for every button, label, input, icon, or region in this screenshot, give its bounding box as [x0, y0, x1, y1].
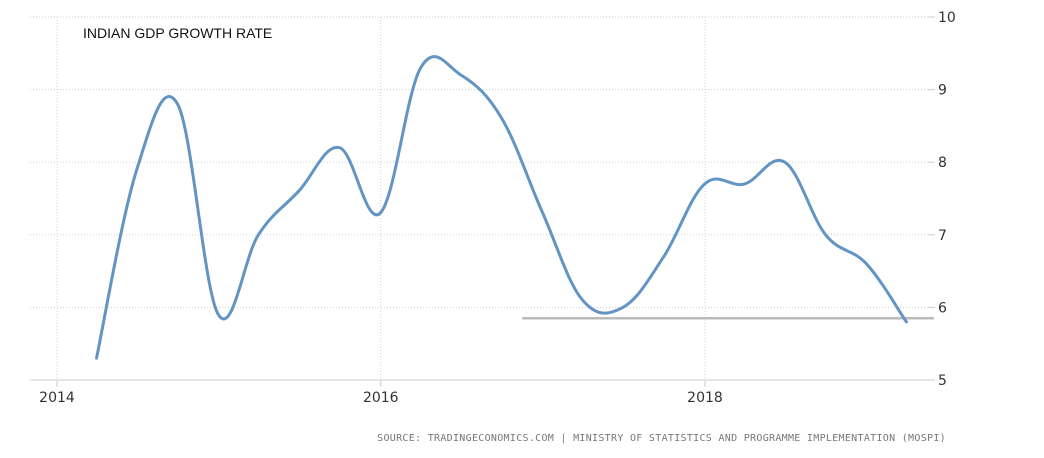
y-tick-label: 9 — [938, 83, 947, 99]
y-tick-label: 10 — [938, 10, 956, 26]
y-tick-labels: 5 6 7 8 9 10 — [938, 10, 956, 389]
data-point — [620, 304, 626, 310]
data-point — [215, 312, 221, 318]
y-tick-label: 8 — [938, 155, 947, 171]
x-tick-label: 2016 — [363, 390, 399, 406]
data-point — [580, 297, 586, 303]
data-points — [93, 65, 909, 361]
gdp-growth-series-line — [95, 55, 908, 360]
source-note: SOURCE: TRADINGECONOMICS.COM | MINISTRY … — [377, 433, 946, 444]
data-point — [903, 319, 909, 325]
data-point — [296, 188, 302, 194]
data-point — [418, 65, 424, 71]
y-tick-label: 5 — [938, 373, 947, 389]
data-point — [377, 210, 383, 216]
data-point — [255, 232, 261, 238]
x-tick-label: 2018 — [687, 390, 723, 406]
x-tick-labels: 2014 2016 2018 — [39, 390, 723, 406]
data-point — [661, 254, 667, 260]
data-point — [458, 72, 464, 78]
y-tick-label: 6 — [938, 300, 947, 316]
data-point — [782, 159, 788, 165]
y-tick-label: 7 — [938, 228, 947, 244]
data-point — [863, 261, 869, 267]
x-tick-label: 2014 — [39, 390, 75, 406]
data-point — [175, 101, 181, 107]
data-point — [702, 181, 708, 187]
grid — [30, 16, 935, 387]
data-point — [741, 181, 747, 187]
data-point — [93, 355, 99, 361]
data-point — [337, 145, 343, 151]
data-point — [823, 232, 829, 238]
data-point — [499, 116, 505, 122]
data-point — [134, 166, 140, 172]
data-point — [540, 210, 546, 216]
chart-title: INDIAN GDP GROWTH RATE — [83, 25, 272, 41]
